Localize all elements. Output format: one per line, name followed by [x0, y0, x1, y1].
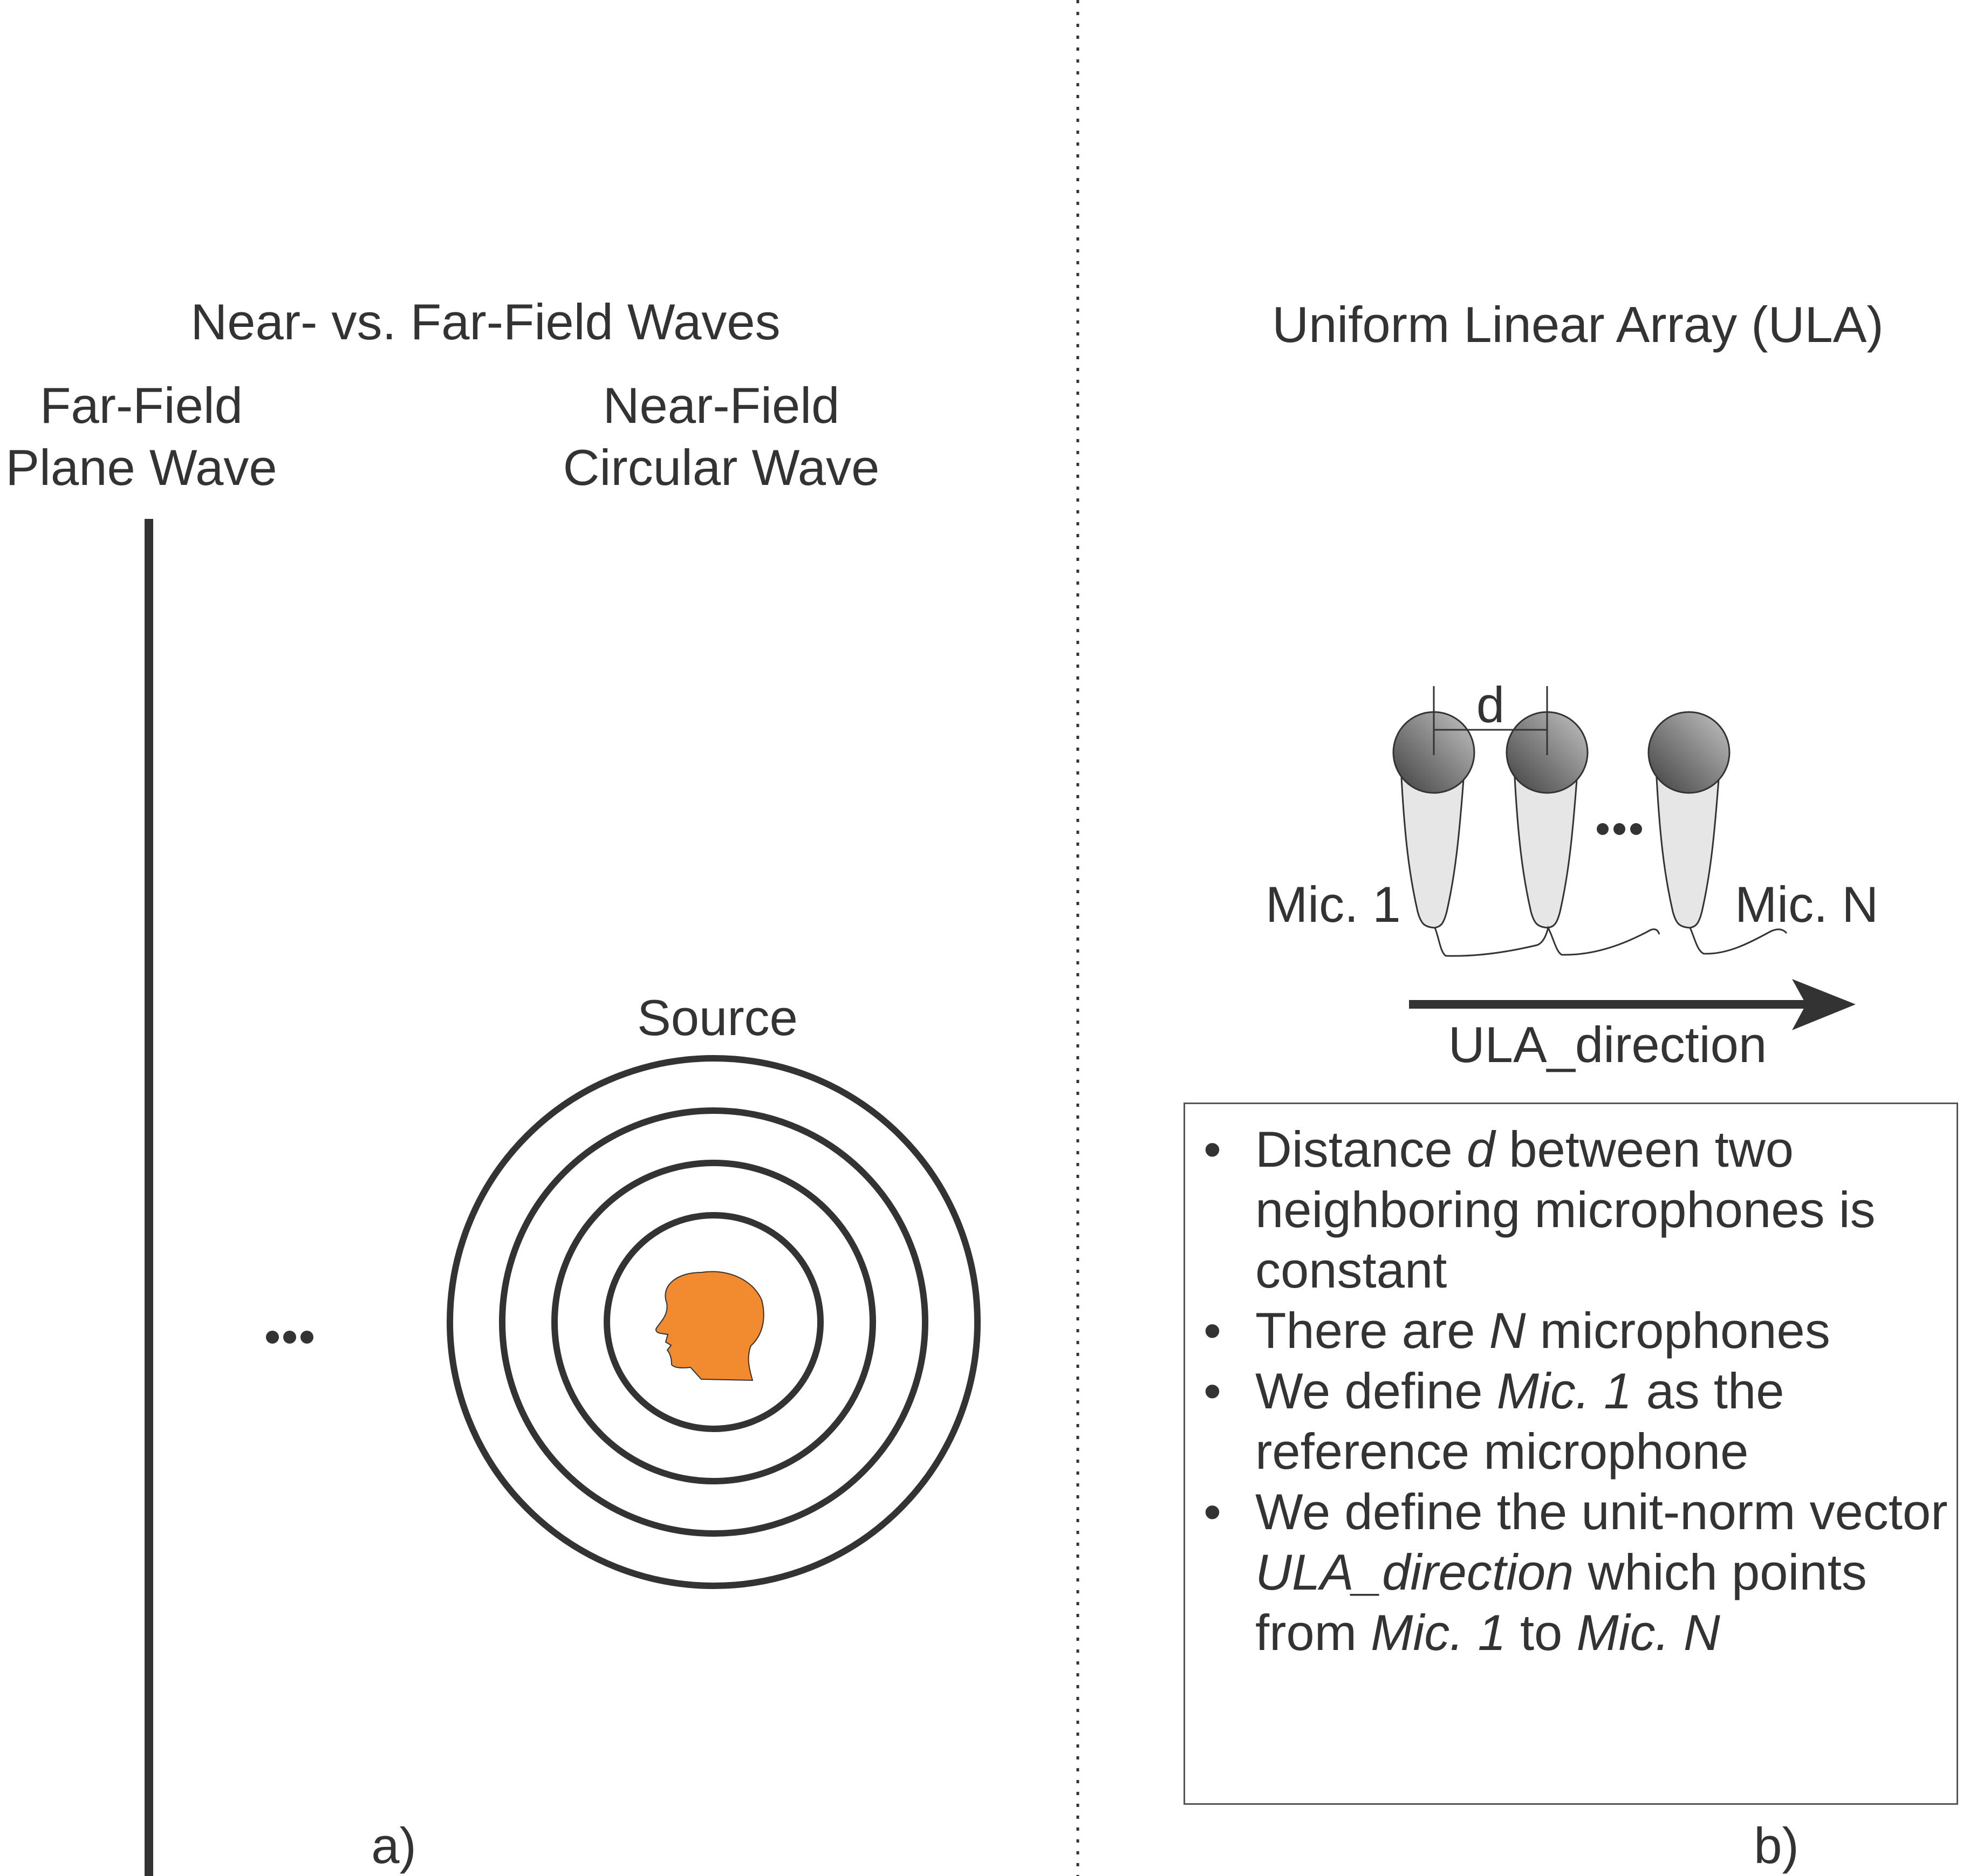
bullet-box: • Distance d between two neighboring micr…	[1184, 1103, 1958, 1805]
mic-cable	[1434, 925, 1660, 957]
near-field-label-line1: Near-Field	[603, 377, 840, 434]
panel-b-title: Uniform Linear Array (ULA)	[1272, 296, 1884, 353]
ellipsis-dots-a	[266, 1331, 313, 1344]
bullet-text: We define the unit-norm vector	[1255, 1483, 1948, 1540]
ellipsis-dots-b	[1597, 823, 1642, 835]
bullet-text: There are	[1255, 1302, 1489, 1359]
bullet-list: • Distance d between two neighboring micr…	[1199, 1119, 1954, 1663]
bullet-text: We define	[1255, 1363, 1497, 1419]
bullet-text: as the reference microphone	[1255, 1363, 1784, 1480]
far-field-label-line1: Far-Field	[39, 377, 243, 434]
bullet-item: • Distance d between two neighboring micr…	[1199, 1119, 1954, 1300]
panel-a-tag: a)	[371, 1817, 416, 1874]
bullet-text: to	[1506, 1604, 1577, 1661]
bullet-text: Distance	[1255, 1121, 1467, 1177]
wave-ring	[604, 1212, 824, 1432]
mic-last-label: Mic. N	[1735, 876, 1879, 933]
wave-ring	[499, 1107, 928, 1537]
bullet-item: • We define Mic. 1 as the reference micro…	[1199, 1361, 1954, 1482]
mic-first-label: Mic. 1	[1266, 876, 1401, 933]
head-silhouette-icon	[655, 1271, 764, 1381]
microphone-icon	[1647, 711, 1731, 929]
circular-wave-rings	[447, 1055, 981, 1589]
spacing-dimension	[1433, 686, 1548, 755]
bullet-item: • There are N microphones	[1199, 1300, 1954, 1361]
bullet-dot: •	[1203, 1121, 1221, 1177]
bullet-text: which points from	[1255, 1544, 1867, 1661]
bullet-item: • We define the unit-norm vector ULA_dire…	[1199, 1482, 1954, 1663]
bullet-text: Mic. 1	[1496, 1363, 1632, 1419]
near-field-label-line2: Circular Wave	[563, 439, 880, 496]
mic-body	[1656, 777, 1720, 929]
wave-ring	[551, 1160, 876, 1484]
source-label: Source	[637, 989, 798, 1046]
panel-b-tag: b)	[1754, 1817, 1799, 1874]
head-shape	[655, 1271, 764, 1381]
bullet-dot: •	[1203, 1363, 1221, 1419]
bullet-text: microphones	[1526, 1302, 1830, 1359]
bullet-dot: •	[1203, 1483, 1221, 1540]
mic-body	[1400, 777, 1465, 929]
bullet-text: ULA_direction	[1255, 1544, 1574, 1600]
ula-direction-label: ULA_direction	[1448, 1016, 1767, 1073]
bullet-dot: •	[1203, 1302, 1221, 1359]
mic-cable	[1689, 927, 1788, 955]
mic-head	[1647, 711, 1731, 794]
bullet-text: between two neighboring microphones is c…	[1255, 1121, 1876, 1298]
far-field-label-line2: Plane Wave	[5, 439, 277, 496]
bullet-text: d	[1466, 1121, 1495, 1177]
bullet-text: Mic. N	[1576, 1604, 1720, 1661]
spacing-d-label: d	[1476, 676, 1505, 733]
bullet-text: N	[1489, 1302, 1526, 1359]
panel-a-title: Near- vs. Far-Field Waves	[190, 293, 781, 350]
wave-ring	[447, 1055, 981, 1589]
ula-direction-arrow	[1409, 979, 1856, 1030]
mic-body	[1514, 777, 1578, 929]
bullet-text: Mic. 1	[1371, 1604, 1506, 1661]
